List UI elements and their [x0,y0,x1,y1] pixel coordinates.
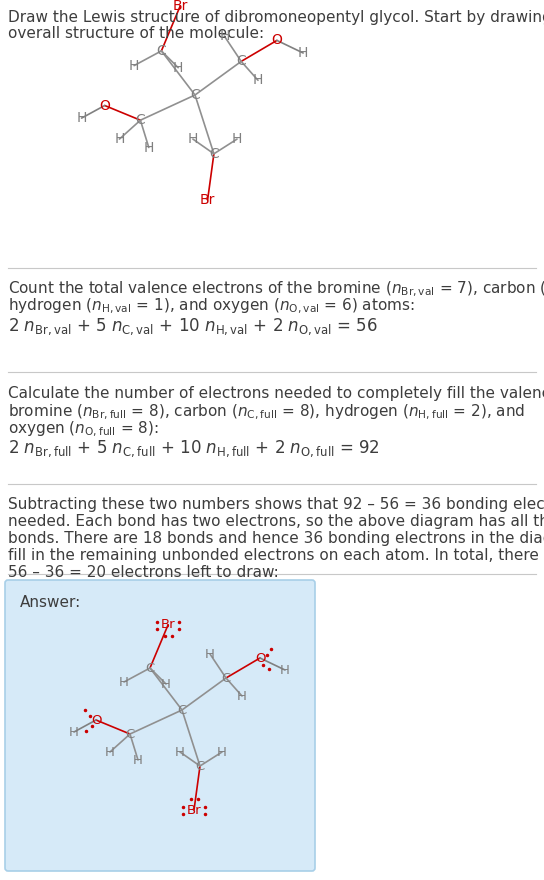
Text: H: H [280,664,290,677]
Text: Draw the Lewis structure of dibromoneopentyl glycol. Start by drawing the: Draw the Lewis structure of dibromoneope… [8,10,544,25]
Text: oxygen ($n_{\mathrm{O,full}}$ = 8):: oxygen ($n_{\mathrm{O,full}}$ = 8): [8,420,159,439]
Text: 2 $n_{\mathrm{Br,full}}$ + 5 $n_{\mathrm{C,full}}$ + 10 $n_{\mathrm{H,full}}$ + : 2 $n_{\mathrm{Br,full}}$ + 5 $n_{\mathrm… [8,438,380,458]
Text: C: C [125,728,134,740]
Text: H: H [119,676,129,688]
Text: Br: Br [172,0,188,12]
Text: C: C [145,662,154,674]
Text: Answer:: Answer: [20,595,81,610]
Text: H: H [205,648,215,661]
Text: overall structure of the molecule:: overall structure of the molecule: [8,26,264,41]
Text: H: H [217,745,227,759]
Text: Subtracting these two numbers shows that 92 – 56 = 36 bonding electrons are: Subtracting these two numbers shows that… [8,497,544,512]
Text: C: C [190,88,200,102]
Text: C: C [135,114,145,128]
Text: H: H [105,745,115,759]
Text: O: O [271,33,282,48]
Text: 2 $n_{\mathrm{Br,val}}$ + 5 $n_{\mathrm{C,val}}$ + 10 $n_{\mathrm{H,val}}$ + 2 $: 2 $n_{\mathrm{Br,val}}$ + 5 $n_{\mathrm{… [8,316,378,337]
Text: hydrogen ($n_{\mathrm{H,val}}$ = 1), and oxygen ($n_{\mathrm{O,val}}$ = 6) atoms: hydrogen ($n_{\mathrm{H,val}}$ = 1), and… [8,297,415,316]
Text: H: H [173,61,183,75]
Text: Calculate the number of electrons needed to completely fill the valence shells f: Calculate the number of electrons needed… [8,386,544,401]
FancyBboxPatch shape [5,580,315,871]
Text: C: C [236,55,246,69]
Text: H: H [69,725,79,738]
Text: H: H [253,73,263,87]
Text: H: H [237,690,247,702]
Text: needed. Each bond has two electrons, so the above diagram has all the necessary: needed. Each bond has two electrons, so … [8,514,544,529]
Text: O: O [91,714,101,727]
Text: H: H [129,59,139,73]
Text: bonds. There are 18 bonds and hence 36 bonding electrons in the diagram. Lastly,: bonds. There are 18 bonds and hence 36 b… [8,531,544,546]
Text: Br: Br [187,803,201,817]
Text: fill in the remaining unbonded electrons on each atom. In total, there remain: fill in the remaining unbonded electrons… [8,548,544,563]
Text: Br: Br [200,193,215,207]
Text: O: O [99,99,110,113]
Text: C: C [157,44,166,58]
Text: C: C [195,759,205,773]
Text: H: H [175,745,185,759]
Text: C: C [177,703,187,716]
Text: H: H [76,111,87,125]
Text: bromine ($n_{\mathrm{Br,full}}$ = 8), carbon ($n_{\mathrm{C,full}}$ = 8), hydrog: bromine ($n_{\mathrm{Br,full}}$ = 8), ca… [8,403,526,422]
Text: C: C [209,147,219,161]
Text: H: H [298,46,308,60]
Text: H: H [133,753,143,766]
Text: H: H [219,29,230,43]
Text: H: H [144,141,154,155]
Text: H: H [161,678,171,691]
Text: H: H [232,132,242,146]
Text: H: H [188,132,198,146]
Text: O: O [255,651,265,664]
Text: C: C [221,671,231,685]
Text: Count the total valence electrons of the bromine ($n_{\mathrm{Br,val}}$ = 7), ca: Count the total valence electrons of the… [8,280,544,299]
Text: H: H [114,132,125,146]
Text: Br: Br [160,619,175,632]
Text: 56 – 36 = 20 electrons left to draw:: 56 – 36 = 20 electrons left to draw: [8,565,279,580]
